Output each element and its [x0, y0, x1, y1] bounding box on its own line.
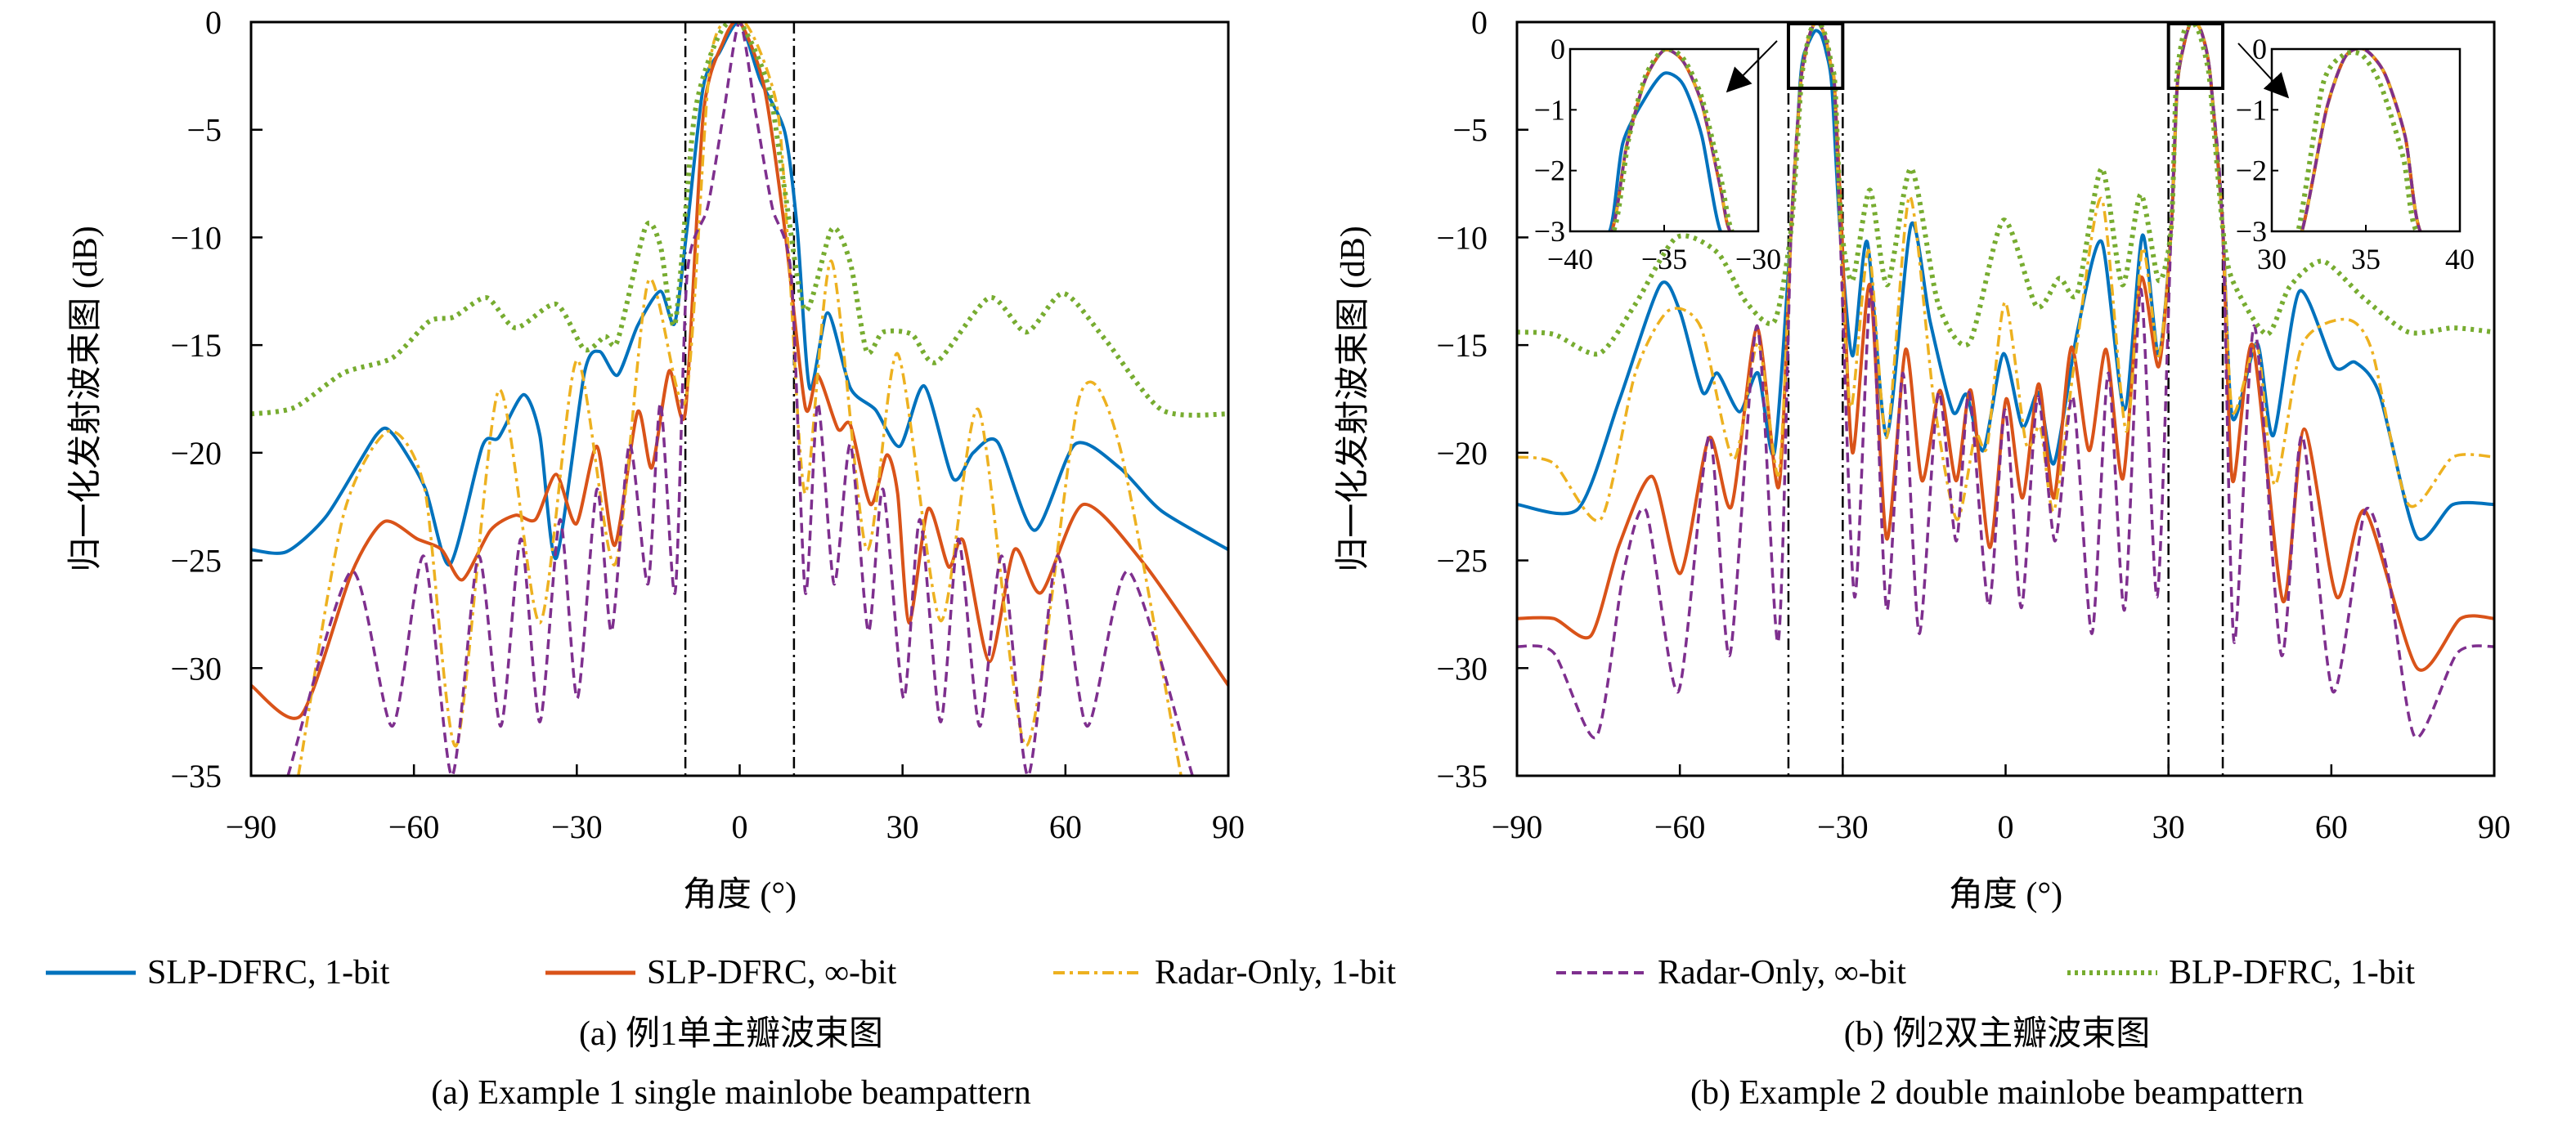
inset-x-tick-label: 30 [2257, 243, 2287, 275]
legend-item-radar-only-1bit: Radar-Only, 1-bit [1053, 948, 1396, 997]
x-tick-label: −60 [388, 808, 440, 845]
x-tick-label: 90 [2478, 808, 2511, 845]
inset-y-tick-label: 0 [2252, 33, 2267, 65]
x-tick-label: 60 [2315, 808, 2348, 845]
y-tick-label: −20 [170, 435, 222, 472]
x-tick-label: 0 [1998, 808, 2014, 845]
legend-label: Radar-Only, 1-bit [1155, 954, 1397, 992]
inset-y-tick-label: −3 [2236, 215, 2267, 248]
series-line-radar-only-1-bit [297, 22, 1183, 776]
x-axis-title: 角度 (°) [683, 876, 797, 914]
inset-arrow-icon [1726, 40, 1778, 93]
chart-b: −90 −60 −30 0 30 60 900−5−10−15−20−25−30−35角度 … [1335, 4, 2511, 914]
series-line-slp-dfrc-inf-bit [1517, 22, 2494, 672]
legend-item-radar-only-inf-bit: Radar-Only, ∞-bit [1556, 948, 1906, 997]
y-tick-label: −30 [1436, 650, 1488, 687]
inset-y-tick-label: −1 [2236, 93, 2267, 126]
series-line-radar-only-inf-bit [1517, 22, 2494, 740]
series-line-slp-dfrc-inf-bit [251, 22, 1228, 720]
chart-a: −90 −60 −30 0 30 60 90 0 −5 −10 −15 −20 −25 −30 −35 角度 … [67, 4, 1245, 914]
y-tick-label: −30 [170, 650, 222, 687]
x-tick-label: 60 [1049, 808, 1082, 845]
y-tick-label: −35 [170, 758, 222, 795]
y-tick-label: 0 [1471, 4, 1488, 41]
inset-background [1570, 49, 1758, 231]
inset-arrow-icon [2237, 43, 2290, 99]
y-tick-label: −35 [1436, 758, 1488, 795]
x-tick-label: −30 [551, 808, 603, 845]
inset-series-line-blp-dfrc-1-bit [1610, 49, 1735, 231]
y-tick-label: −25 [170, 543, 222, 580]
legend-label: SLP-DFRC, 1-bit [147, 954, 390, 992]
series-line-slp-dfrc-1-bit [251, 22, 1228, 566]
inset-background [2272, 49, 2460, 231]
inset-y-tick-label: −2 [2236, 154, 2267, 187]
y-tick-label: 0 [205, 4, 222, 41]
inset-series-line-radar-only-inf-bit [2300, 49, 2422, 231]
x-tick-label: −60 [1654, 808, 1706, 845]
inset-x-tick-label: −30 [1735, 243, 1781, 275]
series-group [251, 22, 1228, 776]
caption-b-chinese: (b) 例2双主瓣波束图 [1843, 1015, 2151, 1053]
series-line-blp-dfrc-1-bit [1517, 22, 2494, 357]
y-tick-label: −10 [170, 219, 222, 256]
y-tick-label: −5 [186, 112, 222, 149]
legend-item-blp-dfrc-1bit: BLP-DFRC, 1-bit [2067, 948, 2415, 997]
y-tick-label: −25 [1436, 543, 1488, 580]
inset-y-tick-label: −1 [1534, 93, 1565, 126]
zoom-region-box [2166, 22, 2225, 91]
x-axis-title: 角度 (°) [1949, 876, 2062, 914]
y-tick-label: −15 [170, 327, 222, 364]
x-tick-label: −90 [1492, 808, 1543, 845]
inset-x-tick-label: 40 [2445, 243, 2475, 275]
caption-b-english: (b) Example 2 double mainlobe beampatter… [1690, 1074, 2304, 1112]
legend-swatch [1053, 971, 1143, 974]
inset-series-group [1607, 49, 1735, 231]
zoom-region-box [1786, 22, 1845, 91]
inset-x-tick-label: −40 [1547, 243, 1593, 275]
y-axis-title: 归一化发射波束图 (dB) [67, 226, 105, 572]
legend-item-slp-dfrc-1bit: SLP-DFRC, 1-bit [46, 948, 389, 997]
series-group [1517, 22, 2494, 740]
inset-y-tick-label: −2 [1534, 154, 1565, 187]
x-tick-label: −30 [1817, 808, 1869, 845]
legend-item-slp-dfrc-inf-bit: SLP-DFRC, ∞-bit [545, 948, 896, 997]
y-axis-title: 归一化发射波束图 (dB) [1335, 226, 1372, 572]
x-tick-label: −90 [226, 808, 277, 845]
inset-left: −40 −35 −30 0 −1 −2 −3 [1534, 22, 1845, 275]
inset-y-tick-label: −3 [1534, 215, 1565, 248]
inset-series-group [2296, 49, 2423, 231]
inset-y-tick-label: 0 [1551, 33, 1565, 65]
legend-swatch [1556, 971, 1646, 974]
inset-x-tick-label: −35 [1641, 243, 1687, 275]
series-line-blp-dfrc-1-bit [251, 22, 1228, 418]
legend-swatch [545, 970, 635, 975]
legend: SLP-DFRC, 1-bit SLP-DFRC, ∞-bit Radar-On… [0, 948, 2576, 997]
legend-label: Radar-Only, ∞-bit [1658, 954, 1906, 992]
inset-series-line-slp-dfrc-1-bit [1607, 71, 1723, 231]
x-tick-label: 30 [886, 808, 919, 845]
x-tick-label: 90 [1212, 808, 1245, 845]
legend-label: BLP-DFRC, 1-bit [2169, 954, 2416, 992]
caption-a-chinese: (a) 例1单主瓣波束图 [578, 1015, 884, 1053]
legend-swatch [2067, 970, 2157, 975]
x-tick-label: 0 [732, 808, 748, 845]
y-tick-label: −10 [1436, 219, 1488, 256]
inset-series-line-radar-only-inf-bit [1609, 49, 1732, 231]
legend-label: SLP-DFRC, ∞-bit [647, 954, 897, 992]
legend-swatch [46, 970, 136, 975]
x-tick-label: 30 [2152, 808, 2185, 845]
y-tick-label: −5 [1452, 112, 1488, 149]
inset-right: 30 35 40 0 −1 −2 −3 [2166, 22, 2475, 275]
series-line-slp-dfrc-1-bit [1517, 22, 2494, 541]
inset-x-tick-label: 35 [2351, 243, 2381, 275]
caption-a-english: (a) Example 1 single mainlobe beampatter… [431, 1074, 1031, 1112]
y-tick-label: −20 [1436, 435, 1488, 472]
y-tick-label: −15 [1436, 327, 1488, 364]
series-line-radar-only-inf-bit [286, 22, 1194, 776]
plot-frame [249, 20, 1230, 777]
